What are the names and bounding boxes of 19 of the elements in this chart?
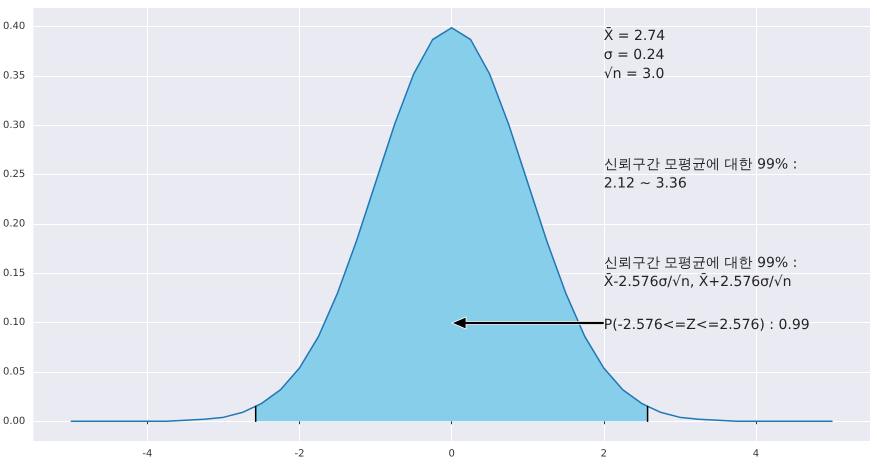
y-tick-label: 0.25 bbox=[3, 169, 26, 180]
x-tick-label: 0 bbox=[448, 448, 455, 460]
y-tick-label: 0.05 bbox=[3, 366, 26, 378]
annotation: 신뢰구간 모평균에 대한 99% : 2.12 ~ 3.36 bbox=[604, 156, 798, 192]
y-tick-label: 0.30 bbox=[3, 120, 26, 131]
annotation: P(-2.576<=Z<=2.576) : 0.99 bbox=[604, 317, 810, 334]
y-tick-label: 0.20 bbox=[3, 218, 26, 230]
line-series bbox=[70, 26, 833, 422]
annotation: X̄ = 2.74 σ = 0.24 √n = 3.0 bbox=[604, 26, 666, 82]
x-tick-label: -4 bbox=[142, 448, 152, 460]
y-tick-label: 0.00 bbox=[3, 416, 26, 427]
y-tick-label: 0.40 bbox=[3, 21, 26, 32]
y-tick-label: 0.35 bbox=[3, 70, 26, 82]
y-tick-label: 0.15 bbox=[3, 268, 26, 279]
x-tick-label: 2 bbox=[600, 448, 607, 460]
annotation: 신뢰구간 모평균에 대한 99% : X̄-2.576σ/√n, X̄+2.576σ/√n bbox=[604, 255, 798, 290]
x-tick-label: -2 bbox=[294, 448, 304, 460]
x-tick-label: 4 bbox=[752, 448, 760, 460]
y-tick-label: 0.10 bbox=[3, 317, 26, 328]
